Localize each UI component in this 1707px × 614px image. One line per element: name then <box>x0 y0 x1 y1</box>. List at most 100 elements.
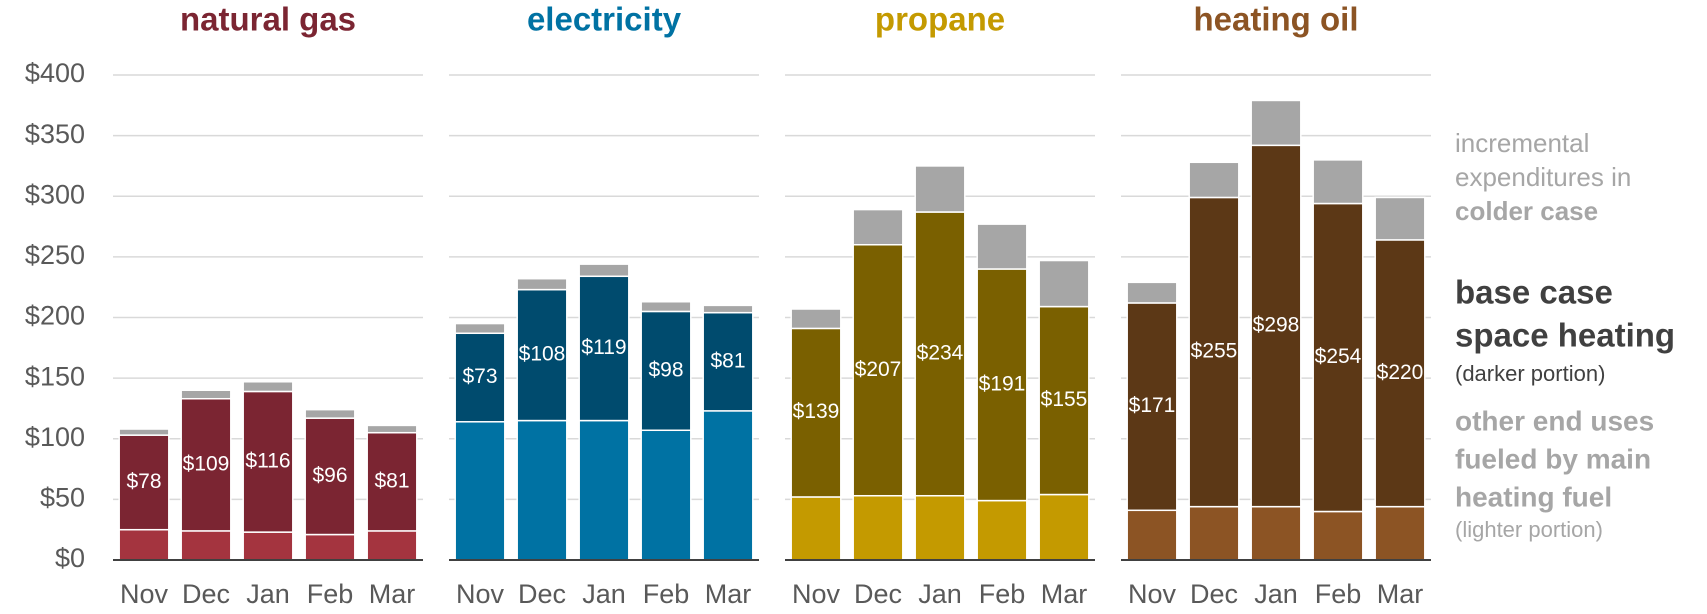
data-label: $234 <box>917 341 964 364</box>
bar-segment <box>1038 493 1090 561</box>
legend-text: base case <box>1455 274 1613 311</box>
bar-segment <box>454 332 506 423</box>
bar-segment <box>180 530 232 561</box>
bar-segment <box>852 208 904 246</box>
bar-segment <box>242 531 294 561</box>
data-label: $171 <box>1129 394 1176 417</box>
bar-segment <box>578 263 630 278</box>
x-tick-label: Jan <box>918 579 962 609</box>
bar-segment <box>516 277 568 291</box>
bar-segment <box>852 494 904 561</box>
bar-segment <box>1250 99 1302 147</box>
x-tick-label: Jan <box>246 579 290 609</box>
bar-segment <box>366 424 418 434</box>
bar-segment <box>242 390 294 533</box>
bar-segment <box>976 223 1028 270</box>
bar-segment <box>1188 196 1240 508</box>
bar-segment <box>454 421 506 561</box>
bar-segment <box>1126 281 1178 304</box>
panel-title: natural gas <box>180 1 356 38</box>
bar-segment <box>578 419 630 561</box>
bar-segment <box>1312 202 1364 513</box>
bar-segment <box>640 429 692 561</box>
x-tick-label: Feb <box>643 579 690 609</box>
x-tick-label: Dec <box>1190 579 1238 609</box>
legend-text: fueled by main <box>1455 443 1651 474</box>
x-tick-label: Mar <box>1041 579 1088 609</box>
data-label: $207 <box>855 358 902 381</box>
bar-segment <box>454 322 506 335</box>
panel-title: propane <box>875 1 1005 38</box>
data-label: $98 <box>648 358 683 381</box>
data-label: $254 <box>1315 345 1362 368</box>
data-label: $155 <box>1041 388 1088 411</box>
y-tick-label: $250 <box>25 240 85 270</box>
x-tick-label: Nov <box>456 579 505 609</box>
x-tick-label: Dec <box>518 579 566 609</box>
y-tick-label: $200 <box>25 301 85 331</box>
y-tick-label: $350 <box>25 119 85 149</box>
bar-segment <box>640 300 692 313</box>
legend-note: (lighter portion) <box>1455 517 1603 542</box>
data-label: $220 <box>1377 361 1424 384</box>
bar-segment <box>702 311 754 412</box>
bar-segment <box>1312 159 1364 205</box>
x-tick-label: Nov <box>792 579 841 609</box>
x-tick-label: Feb <box>979 579 1026 609</box>
bar-segment <box>1250 505 1302 561</box>
bar-segment <box>1188 505 1240 561</box>
bar-segment <box>1374 196 1426 241</box>
x-tick-label: Dec <box>854 579 902 609</box>
bar-segment <box>790 308 842 330</box>
x-tick-label: Mar <box>705 579 752 609</box>
x-tick-label: Feb <box>1315 579 1362 609</box>
x-tick-label: Dec <box>182 579 230 609</box>
data-label: $255 <box>1191 340 1238 363</box>
y-tick-label: $300 <box>25 179 85 209</box>
legend-text: other end uses <box>1455 405 1654 436</box>
bar-segment <box>852 244 904 497</box>
bar-segment <box>1312 510 1364 561</box>
bar-segment <box>516 419 568 561</box>
x-tick-label: Jan <box>1254 579 1298 609</box>
y-tick-label: $100 <box>25 422 85 452</box>
bar-segment <box>366 530 418 561</box>
bar-segment <box>118 434 170 531</box>
legend-text: colder case <box>1455 196 1598 226</box>
data-label: $116 <box>245 449 290 472</box>
data-label: $298 <box>1253 314 1300 337</box>
data-label: $108 <box>519 343 566 366</box>
bar-segment <box>702 410 754 561</box>
bar-segment <box>1038 305 1090 496</box>
data-label: $81 <box>374 469 409 492</box>
legend-text: space heating <box>1455 317 1675 354</box>
y-tick-label: $0 <box>55 543 85 573</box>
bar-segment <box>366 431 418 532</box>
bar-segment <box>1374 239 1426 508</box>
bar-segment <box>304 533 356 561</box>
bar-segment <box>976 268 1028 502</box>
bar-segment <box>1126 509 1178 561</box>
bar-segment <box>118 428 170 436</box>
y-tick-label: $150 <box>25 361 85 391</box>
legend-text: incremental <box>1455 128 1589 158</box>
data-label: $78 <box>126 470 161 493</box>
data-label: $81 <box>710 349 745 372</box>
y-tick-label: $50 <box>40 483 85 513</box>
bar-segment <box>702 304 754 314</box>
bar-segment <box>914 165 966 213</box>
legend-note: (darker portion) <box>1455 361 1605 386</box>
x-tick-label: Mar <box>1377 579 1424 609</box>
panel-title: electricity <box>527 1 682 38</box>
data-label: $139 <box>793 400 840 423</box>
bar-segment <box>914 494 966 561</box>
data-label: $109 <box>183 452 230 475</box>
bar-segment <box>118 528 170 561</box>
legend-text: expenditures in <box>1455 162 1631 192</box>
data-label: $96 <box>312 464 347 487</box>
y-tick-label: $400 <box>25 58 85 88</box>
bar-segment <box>1374 505 1426 561</box>
bar-segment <box>304 408 356 419</box>
bar-segment <box>578 275 630 422</box>
